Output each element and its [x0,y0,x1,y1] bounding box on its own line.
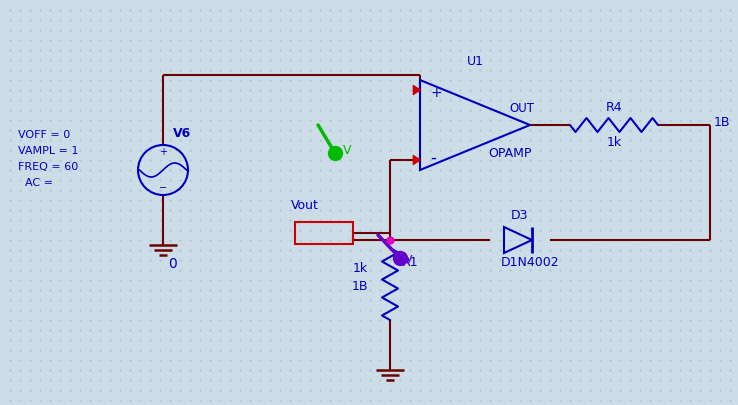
Text: +: + [430,86,441,100]
Text: VOFF = 0: VOFF = 0 [18,130,70,140]
Text: −: − [159,183,167,193]
Text: -: - [430,149,436,167]
Text: Vout: Vout [291,199,319,212]
Text: AC =: AC = [18,178,53,188]
Text: VAMPL = 1: VAMPL = 1 [18,146,78,156]
Text: 1k: 1k [607,136,621,149]
Text: 1B: 1B [714,117,731,130]
Text: R1: R1 [402,256,418,269]
Text: 0: 0 [168,257,176,271]
Text: D3: D3 [511,209,528,222]
Text: D1N4002: D1N4002 [500,256,559,269]
Text: U1: U1 [466,55,483,68]
Polygon shape [413,85,421,95]
Text: +: + [159,147,167,157]
Polygon shape [413,155,421,165]
Text: V6: V6 [173,127,191,140]
Text: R4: R4 [606,101,622,114]
Text: 1k: 1k [353,262,368,275]
Text: OPAMP: OPAMP [489,147,531,160]
Text: V: V [343,145,351,158]
Text: FREQ = 60: FREQ = 60 [18,162,78,172]
Text: 1B: 1B [351,279,368,292]
Text: V: V [404,254,413,266]
Text: OUT: OUT [509,102,534,115]
